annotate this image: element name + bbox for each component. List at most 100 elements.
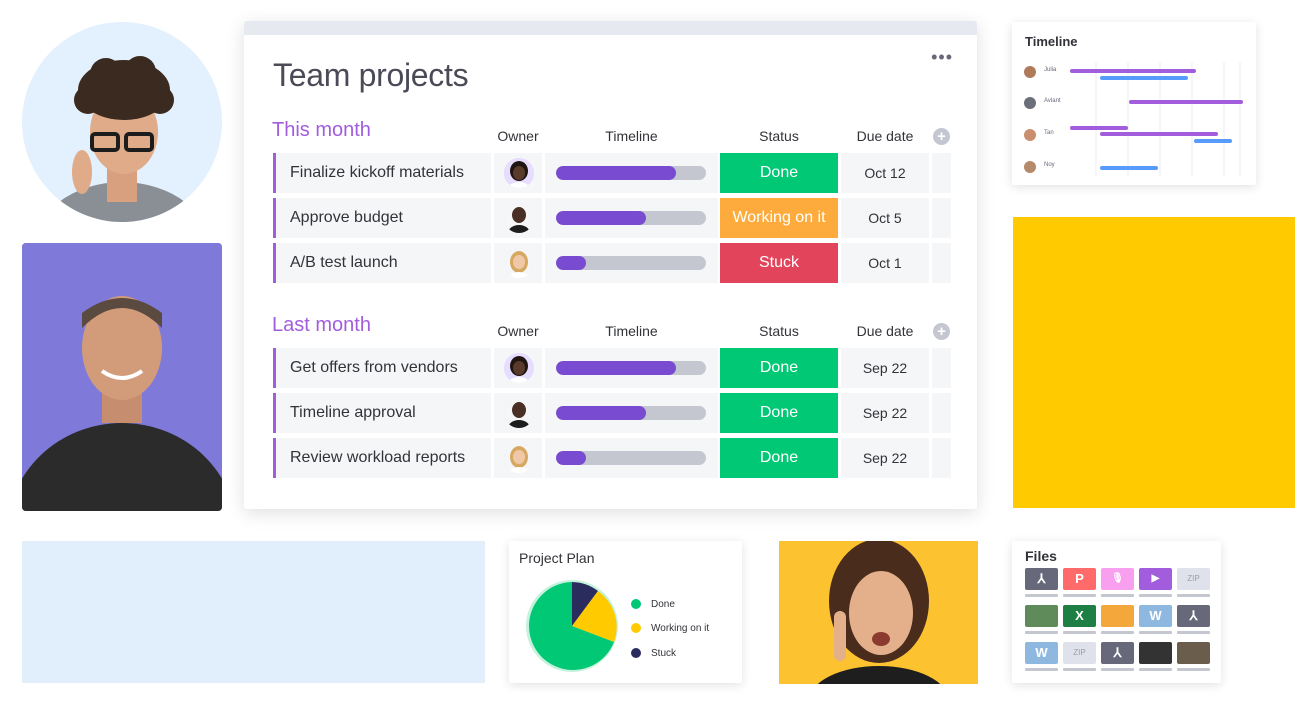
file-caption: [1139, 594, 1172, 597]
status-cell[interactable]: Done: [720, 393, 838, 433]
timeline-cell[interactable]: [545, 198, 718, 238]
due-date-cell[interactable]: Sep 22: [841, 438, 929, 478]
table-row[interactable]: Review workload reports Done Sep 22: [273, 438, 951, 478]
microphone-icon[interactable]: 🎙: [1101, 568, 1134, 590]
row-end-cell: [932, 438, 951, 478]
due-date-cell[interactable]: Oct 5: [841, 198, 929, 238]
word-icon[interactable]: W: [1139, 605, 1172, 627]
timeline-bar[interactable]: [1100, 76, 1188, 80]
timeline-progress-fill: [556, 361, 676, 375]
status-cell[interactable]: Done: [720, 153, 838, 193]
item-name-cell[interactable]: Timeline approval: [273, 393, 491, 433]
status-pie-chart[interactable]: [525, 579, 619, 673]
decorative-yellow-panel: [1013, 217, 1295, 508]
excel-icon[interactable]: X: [1063, 605, 1096, 627]
timeline-bar[interactable]: [1100, 166, 1158, 170]
owner-cell[interactable]: [494, 198, 542, 238]
timeline-row[interactable]: Tan: [1024, 126, 1254, 145]
avatar[interactable]: [504, 353, 534, 383]
group-title-this-month[interactable]: This month: [272, 119, 371, 141]
column-header-owner[interactable]: Owner: [497, 128, 539, 144]
board-title: Team projects: [273, 57, 469, 93]
item-name-cell[interactable]: Get offers from vendors: [273, 348, 491, 388]
timeline-cell[interactable]: [545, 393, 718, 433]
zip-icon[interactable]: ZIP: [1063, 642, 1096, 664]
due-date-cell[interactable]: Oct 12: [841, 153, 929, 193]
table-row[interactable]: Finalize kickoff materials Done Oct 12: [273, 153, 951, 193]
file-caption: [1177, 668, 1210, 671]
timeline-bar[interactable]: [1194, 139, 1232, 143]
timeline-progress-track: [556, 451, 706, 465]
due-date-cell[interactable]: Sep 22: [841, 348, 929, 388]
column-header-timeline[interactable]: Timeline: [605, 323, 658, 339]
pdf-icon[interactable]: ⅄: [1025, 568, 1058, 590]
column-header-status[interactable]: Status: [759, 128, 799, 144]
status-cell[interactable]: Done: [720, 438, 838, 478]
legend-dot: [631, 648, 641, 658]
owner-cell[interactable]: [494, 348, 542, 388]
timeline-progress-track: [556, 166, 706, 180]
item-name-cell[interactable]: Review workload reports: [273, 438, 491, 478]
owner-cell[interactable]: [494, 153, 542, 193]
owner-cell[interactable]: [494, 438, 542, 478]
powerpoint-icon[interactable]: P: [1063, 568, 1096, 590]
avatar[interactable]: [504, 248, 534, 278]
item-name: A/B test launch: [290, 254, 398, 271]
table-row[interactable]: Timeline approval Done Sep 22: [273, 393, 951, 433]
item-name: Timeline approval: [290, 404, 416, 421]
avatar[interactable]: [504, 203, 534, 233]
team-projects-board: Team projects ••• This month Owner Timel…: [244, 21, 977, 509]
zip-icon[interactable]: ZIP: [1177, 568, 1210, 590]
add-column-icon[interactable]: +: [933, 128, 950, 145]
timeline-bar[interactable]: [1070, 69, 1196, 73]
status-cell[interactable]: Stuck: [720, 243, 838, 283]
photo-thumbnail-icon[interactable]: [1101, 605, 1134, 627]
owner-cell[interactable]: [494, 393, 542, 433]
timeline-row[interactable]: Noy: [1024, 161, 1254, 177]
column-header-due-date[interactable]: Due date: [856, 128, 914, 144]
due-date-cell[interactable]: Sep 22: [841, 393, 929, 433]
pdf-icon[interactable]: ⅄: [1101, 642, 1134, 664]
item-name-cell[interactable]: Approve budget: [273, 198, 491, 238]
timeline-bar[interactable]: [1100, 132, 1218, 136]
legend-dot: [631, 623, 641, 633]
row-end-cell: [932, 243, 951, 283]
timeline-bar[interactable]: [1070, 126, 1128, 130]
table-row[interactable]: Approve budget Working on it Oct 5: [273, 198, 951, 238]
avatar[interactable]: [504, 398, 534, 428]
laptop-image-icon[interactable]: [1139, 642, 1172, 664]
laptop-image-icon[interactable]: [1177, 642, 1210, 664]
column-header-status[interactable]: Status: [759, 323, 799, 339]
avatar[interactable]: [504, 443, 534, 473]
plant-image-icon[interactable]: [1025, 605, 1058, 627]
status-cell[interactable]: Working on it: [720, 198, 838, 238]
owner-cell[interactable]: [494, 243, 542, 283]
timeline-cell[interactable]: [545, 348, 718, 388]
avatar[interactable]: [504, 158, 534, 188]
table-row[interactable]: A/B test launch Stuck Oct 1: [273, 243, 951, 283]
item-name-cell[interactable]: Finalize kickoff materials: [273, 153, 491, 193]
status-cell[interactable]: Done: [720, 348, 838, 388]
file-caption: [1139, 631, 1172, 634]
item-name-cell[interactable]: A/B test launch: [273, 243, 491, 283]
table-row[interactable]: Get offers from vendors Done Sep 22: [273, 348, 951, 388]
timeline-cell[interactable]: [545, 243, 718, 283]
add-column-icon[interactable]: +: [933, 323, 950, 340]
file-caption: [1177, 631, 1210, 634]
timeline-cell[interactable]: [545, 438, 718, 478]
more-dots-icon[interactable]: •••: [931, 47, 953, 67]
column-header-due-date[interactable]: Due date: [856, 323, 914, 339]
pdf-icon[interactable]: ⅄: [1177, 605, 1210, 627]
row-end-cell: [932, 198, 951, 238]
column-header-timeline[interactable]: Timeline: [605, 128, 658, 144]
timeline-progress-fill: [556, 166, 676, 180]
word-icon[interactable]: W: [1025, 642, 1058, 664]
due-date-cell[interactable]: Oct 1: [841, 243, 929, 283]
video-icon[interactable]: ▶: [1139, 568, 1172, 590]
timeline-bar[interactable]: [1129, 100, 1243, 104]
timeline-row[interactable]: Julia: [1024, 66, 1254, 82]
timeline-cell[interactable]: [545, 153, 718, 193]
group-title-last-month[interactable]: Last month: [272, 314, 371, 336]
timeline-row[interactable]: Avlant: [1024, 97, 1254, 113]
column-header-owner[interactable]: Owner: [497, 323, 539, 339]
